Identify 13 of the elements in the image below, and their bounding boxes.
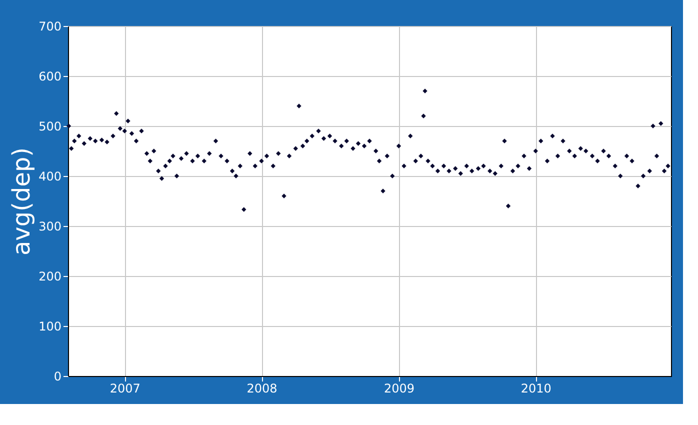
y-tick-label: 0 bbox=[54, 370, 62, 384]
x-tick-label: 2010 bbox=[520, 382, 552, 396]
y-axis-title: avg(dep) bbox=[8, 147, 36, 256]
y-tick-label: 400 bbox=[38, 170, 62, 184]
x-tick-label: 2009 bbox=[384, 382, 415, 396]
y-tick-label: 600 bbox=[38, 70, 62, 84]
x-tick-label: 2008 bbox=[246, 382, 278, 396]
y-tick-label: 200 bbox=[38, 270, 62, 284]
y-tick-label: 300 bbox=[38, 220, 62, 234]
y-tick-label: 500 bbox=[38, 120, 62, 134]
y-tick-label: 700 bbox=[38, 20, 62, 34]
y-tick-label: 100 bbox=[38, 320, 62, 334]
x-tick-label: 2007 bbox=[110, 382, 140, 396]
